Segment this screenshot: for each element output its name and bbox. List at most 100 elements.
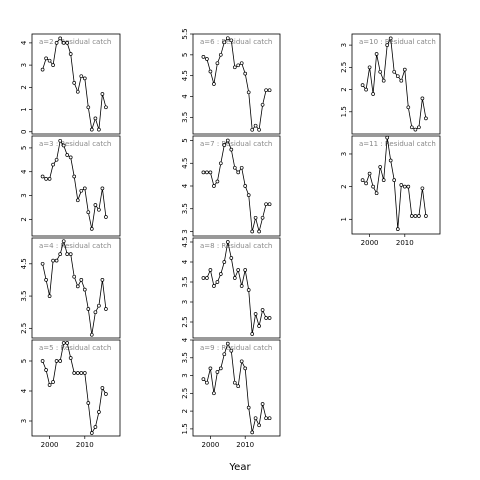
data-point xyxy=(420,186,425,191)
data-point xyxy=(239,61,244,66)
data-point xyxy=(424,116,428,121)
data-point xyxy=(79,188,84,193)
data-point xyxy=(47,58,52,63)
data-point xyxy=(82,287,87,292)
series-line xyxy=(203,241,270,335)
y-tick-label: 5 xyxy=(181,138,189,142)
data-point xyxy=(68,155,73,160)
x-tick-label: 2010 xyxy=(396,239,414,247)
data-point xyxy=(104,215,108,219)
data-point xyxy=(215,61,220,66)
data-point xyxy=(395,74,400,79)
data-point xyxy=(79,371,84,375)
series-line xyxy=(362,37,427,131)
data-point xyxy=(367,171,372,176)
data-point xyxy=(58,138,63,143)
panel-frame xyxy=(31,33,121,135)
data-point xyxy=(360,83,365,87)
data-point xyxy=(54,157,59,162)
data-point xyxy=(378,165,383,169)
data-point xyxy=(104,307,108,311)
y-tick-label: 3 xyxy=(340,43,348,47)
data-point xyxy=(406,184,411,189)
panel-frame xyxy=(192,339,281,437)
y-tick-label: 2.5 xyxy=(181,388,189,399)
data-point xyxy=(44,56,48,61)
data-point xyxy=(65,153,70,157)
data-point xyxy=(225,341,230,346)
data-point xyxy=(250,229,255,234)
data-point xyxy=(104,105,108,110)
y-tick-label: 3 xyxy=(20,63,28,67)
data-point xyxy=(75,89,80,94)
data-point xyxy=(406,105,411,110)
series-line xyxy=(203,342,270,433)
data-point xyxy=(374,191,379,196)
y-tick-label: 1.5 xyxy=(340,106,348,117)
data-point xyxy=(208,69,213,74)
data-point xyxy=(250,127,255,132)
panel-9: 1.5 2 2.5 3 a=10 : Residual catch xyxy=(340,33,441,135)
data-point xyxy=(424,214,428,218)
data-point xyxy=(89,431,94,435)
data-point xyxy=(229,147,234,152)
data-point xyxy=(409,214,414,218)
data-point xyxy=(61,341,66,345)
data-point xyxy=(260,215,265,220)
data-point xyxy=(68,252,73,256)
data-point xyxy=(86,105,91,110)
data-point xyxy=(212,284,216,288)
data-point xyxy=(367,65,372,70)
data-point xyxy=(385,43,390,47)
panel-6: 3 3.5 4 4.5 5 a=7 : Residual catch xyxy=(181,135,281,237)
data-point xyxy=(205,170,209,175)
y-tick-label: 4 xyxy=(181,183,189,188)
data-point xyxy=(260,102,265,107)
data-point xyxy=(40,174,45,179)
data-point xyxy=(236,384,241,389)
panel-5: 3.5 4 4.5 5 5.5 a=6 : Residual catch xyxy=(181,28,281,135)
data-point xyxy=(100,186,105,191)
data-point xyxy=(97,207,101,212)
panel-title: a=7 : Residual catch xyxy=(200,140,272,148)
data-point xyxy=(40,359,45,363)
data-point xyxy=(212,391,216,396)
data-point xyxy=(97,410,101,414)
data-point xyxy=(364,87,368,92)
y-tick-label: 2 xyxy=(20,217,28,221)
data-point xyxy=(253,416,258,421)
data-point xyxy=(51,162,55,167)
panel-title: a=5 : Residual catch xyxy=(39,344,111,352)
data-point xyxy=(246,405,251,410)
data-point xyxy=(229,38,234,43)
y-tick-label: 4 xyxy=(20,169,28,174)
data-point xyxy=(61,143,66,148)
data-point xyxy=(86,210,91,215)
y-tick-label: 3 xyxy=(20,419,28,423)
data-point xyxy=(215,370,220,374)
data-point xyxy=(86,307,91,311)
y-tick-label: 2.5 xyxy=(181,316,189,327)
x-axis-label: Year xyxy=(228,462,251,473)
data-point xyxy=(72,371,77,375)
x-tick-label: 2000 xyxy=(361,239,379,247)
data-point xyxy=(399,78,404,83)
panel-frame xyxy=(192,33,281,135)
y-tick-label: 3.5 xyxy=(181,112,189,123)
data-point xyxy=(413,214,418,218)
data-point xyxy=(364,181,368,186)
data-point xyxy=(239,284,244,288)
data-point xyxy=(257,229,261,234)
data-point xyxy=(392,69,397,74)
data-point xyxy=(89,332,94,337)
data-point xyxy=(205,57,209,61)
data-point xyxy=(58,359,63,363)
data-point xyxy=(253,312,258,316)
data-point xyxy=(61,239,66,244)
data-point xyxy=(222,260,227,264)
panel-8: 1.5 2 2.5 3 3.5 4 2000 2010 a=9 : Residual catch xyxy=(181,337,281,449)
data-point xyxy=(371,92,375,96)
data-point xyxy=(100,386,105,390)
data-point xyxy=(86,401,91,405)
data-point xyxy=(44,278,48,282)
